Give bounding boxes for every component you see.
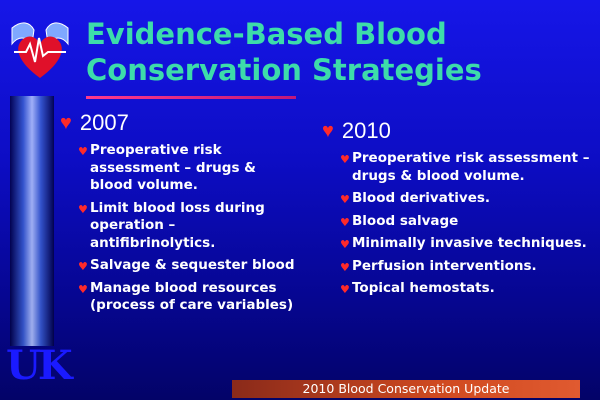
list-item-text: Preoperative risk assessment – drugs & b… — [352, 150, 590, 184]
list-item: ♥ Limit blood loss during operation – ant… — [78, 200, 300, 253]
heart-icon: ♥ — [340, 260, 350, 274]
heart-icon: ♥ — [322, 119, 334, 142]
list-item: ♥ Manage blood resources (process of care… — [78, 280, 300, 315]
list-item-text: Blood salvage — [352, 212, 459, 229]
heart-icon: ♥ — [340, 215, 350, 229]
list-item: ♥ Blood derivatives. — [340, 190, 592, 208]
list-item-text: Manage blood resources (process of care … — [90, 279, 294, 314]
year-label: 2010 — [341, 118, 391, 143]
list-item-text: Perfusion interventions. — [352, 257, 537, 274]
heart-icon: ♥ — [340, 238, 350, 251]
year-label: 2007 — [79, 110, 129, 135]
footer-banner: 2010 Blood Conservation Update — [232, 380, 580, 398]
list-item-text: Limit blood loss during operation – anti… — [90, 199, 265, 251]
list-item: ♥ Preoperative risk assessment – drugs & … — [340, 150, 592, 185]
list-item-text: Blood derivatives. — [352, 190, 491, 206]
list-item: ♥ Preoperative risk assessment – drugs & … — [78, 142, 300, 195]
column-2007: ♥ 2007 ♥ Preoperative risk assessment – d… — [60, 110, 300, 320]
heart-icon: ♥ — [340, 193, 350, 206]
list-item-text: Minimally invasive techniques. — [352, 235, 587, 251]
heart-icon: ♥ — [78, 260, 88, 273]
list-item-text: Topical hemostats. — [352, 280, 495, 296]
heart-icon: ♥ — [340, 283, 350, 296]
list-item: ♥ Topical hemostats. — [340, 280, 592, 298]
bullet-list-2007: ♥ Preoperative risk assessment – drugs & … — [60, 142, 300, 315]
list-item: ♥ Minimally invasive techniques. — [340, 235, 592, 253]
title-underline — [86, 96, 296, 99]
heart-icon: ♥ — [78, 202, 88, 216]
bullet-list-2010: ♥ Preoperative risk assessment – drugs & … — [322, 150, 592, 298]
list-item-text: Salvage & sequester blood — [90, 257, 295, 273]
list-item: ♥ Perfusion interventions. — [340, 258, 592, 276]
list-item: ♥ Salvage & sequester blood — [78, 257, 300, 275]
slide-title: Evidence-Based Blood Conservation Strate… — [86, 16, 586, 88]
decorative-side-bar — [10, 96, 54, 346]
column-2010: ♥ 2010 ♥ Preoperative risk assessment – d… — [322, 118, 592, 303]
list-item: ♥ Blood salvage — [340, 213, 592, 231]
title-line-1: Evidence-Based Blood — [86, 17, 447, 51]
list-item-text: Preoperative risk assessment – drugs & b… — [90, 142, 256, 193]
heart-icon: ♥ — [78, 145, 88, 158]
heart-icon: ♥ — [60, 111, 72, 134]
title-line-2: Conservation Strategies — [86, 53, 482, 87]
year-heading-2007: ♥ 2007 — [60, 110, 300, 136]
heart-icon: ♥ — [340, 153, 350, 166]
uk-logo: UK — [6, 342, 73, 389]
year-heading-2010: ♥ 2010 — [322, 118, 592, 144]
heart-icon: ♥ — [78, 282, 88, 296]
heart-logo-icon — [11, 22, 69, 78]
